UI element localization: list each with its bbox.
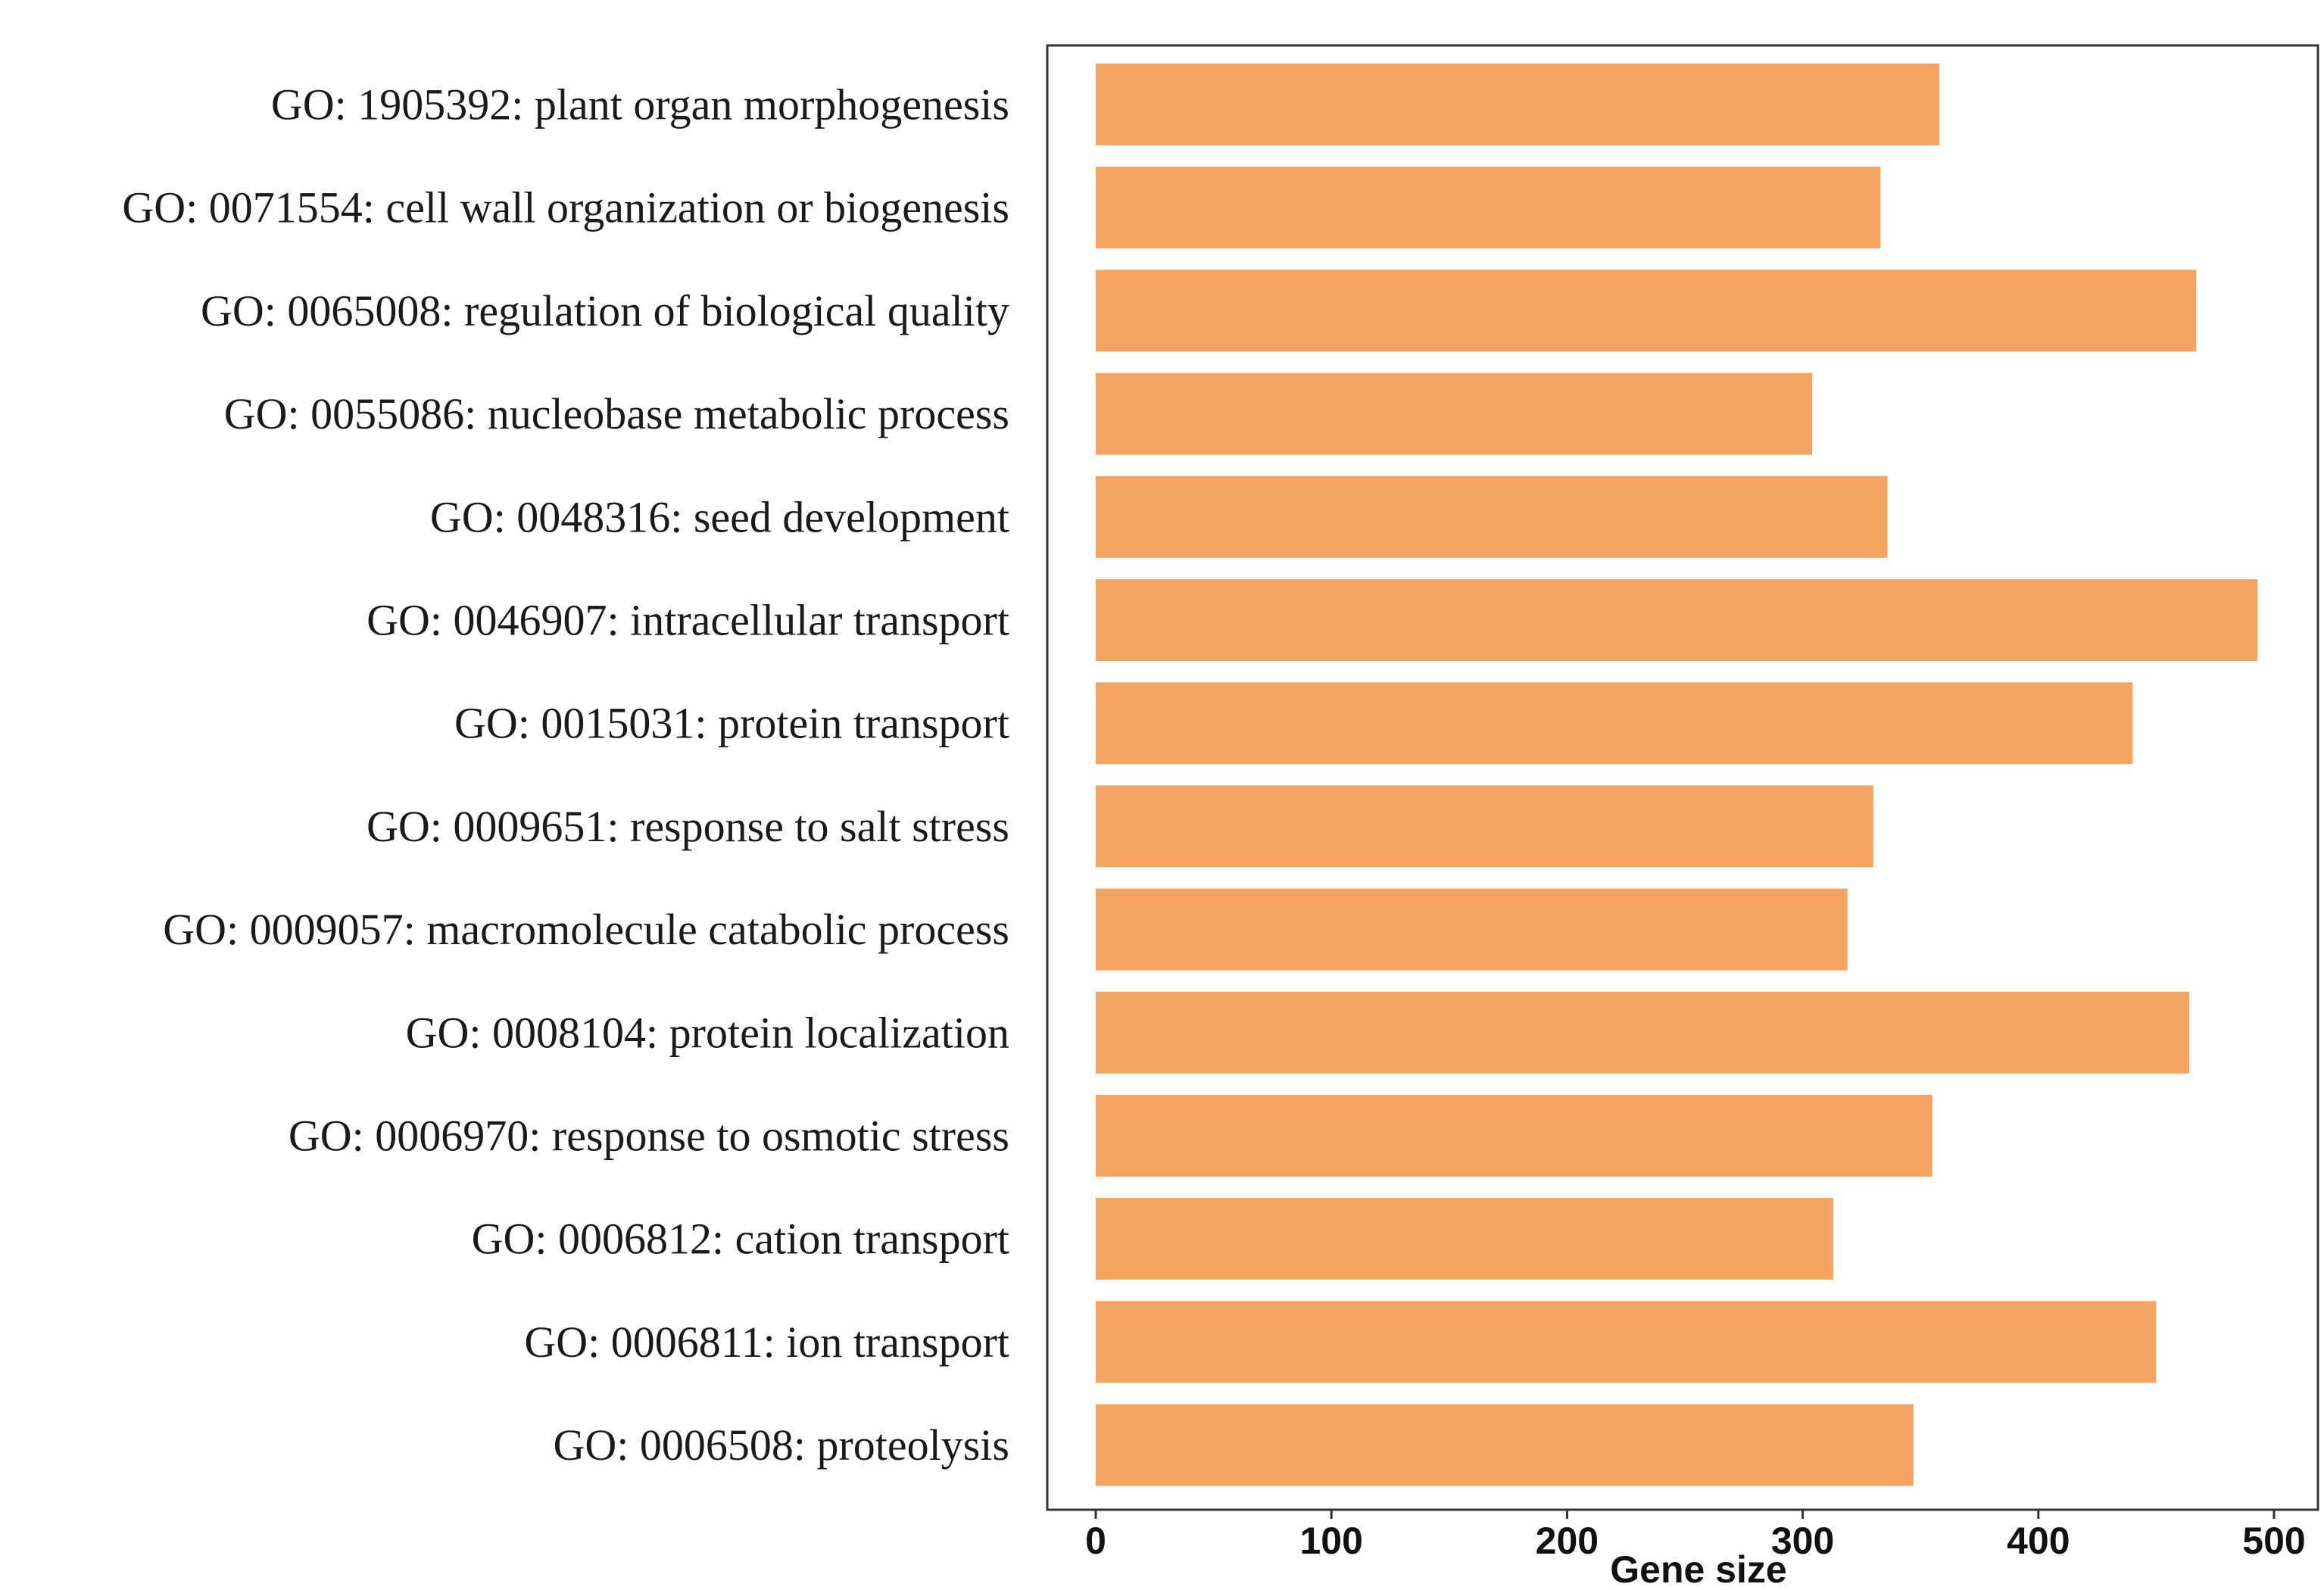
bar <box>1096 1404 1914 1486</box>
category-label: GO: 0055086: nucleobase metabolic proces… <box>224 389 1009 438</box>
category-label: GO: 0009057: macromolecule catabolic pro… <box>163 905 1009 954</box>
plot-area-frame <box>1046 44 2319 1511</box>
x-tick-label: 200 <box>1536 1520 1599 1562</box>
bar <box>1096 373 1813 455</box>
x-axis-title: Gene size <box>1610 1548 1786 1590</box>
category-label: GO: 0006811: ion transport <box>524 1317 1009 1367</box>
bar <box>1096 167 1881 249</box>
bar <box>1096 1301 2157 1383</box>
category-label: GO: 0071554: cell wall organization or b… <box>122 183 1009 232</box>
category-label: GO: 0015031: protein transport <box>454 699 1009 748</box>
category-label: GO: 0006812: cation transport <box>472 1214 1009 1264</box>
category-label: GO: 0008104: protein localization <box>406 1008 1009 1057</box>
category-label: GO: 0006970: response to osmotic stress <box>289 1111 1009 1161</box>
x-tick-label: 100 <box>1299 1520 1362 1562</box>
category-label: GO: 0048316: seed development <box>430 492 1009 541</box>
bar <box>1096 1198 1834 1280</box>
bar <box>1096 991 2189 1074</box>
x-tick-label: 0 <box>1085 1520 1106 1562</box>
bar <box>1096 682 2133 765</box>
category-label: GO: 0006508: proteolysis <box>553 1420 1009 1470</box>
category-label: GO: 0065008: regulation of biological qu… <box>201 286 1009 335</box>
bar <box>1096 64 1940 145</box>
bar <box>1096 270 2197 352</box>
x-tick-label: 500 <box>2242 1520 2305 1562</box>
category-label: GO: 0009651: response to salt stress <box>367 802 1009 851</box>
category-label-group: GO: 1905392: plant organ morphogenesis GO… <box>122 80 1009 1470</box>
category-label: GO: 1905392: plant organ morphogenesis <box>271 80 1009 129</box>
x-axis-tick-group: 0 100 200 300 400 500 <box>1085 1510 2306 1562</box>
x-tick-label: 400 <box>2007 1520 2070 1562</box>
bar <box>1096 579 2258 661</box>
bar <box>1096 888 1848 971</box>
bar-group <box>1096 64 2258 1486</box>
bar <box>1096 475 1888 558</box>
bar <box>1096 785 1873 868</box>
category-label: GO: 0046907: intracellular transport <box>367 596 1009 645</box>
x-tick-label: 300 <box>1771 1520 1834 1562</box>
bar <box>1096 1095 1933 1177</box>
